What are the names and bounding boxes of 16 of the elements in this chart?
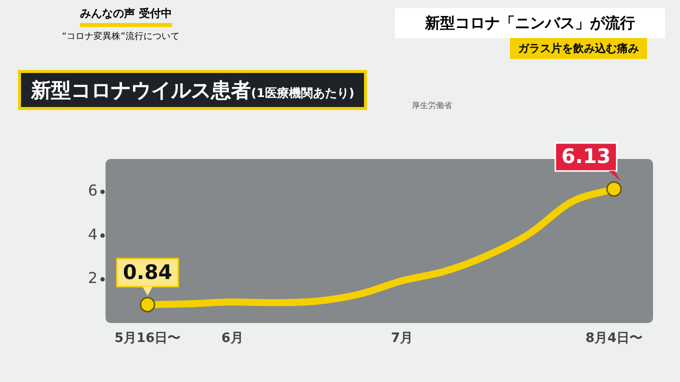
x-tick-label: 5月16日〜: [114, 331, 181, 346]
data-label: 0.84: [122, 260, 172, 284]
text: “コロナ変異株”流行について: [62, 30, 180, 43]
x-tick-label: 8月4日〜: [585, 331, 643, 346]
y-tick-label: 4: [88, 225, 98, 244]
x-tick-label: 7月: [390, 331, 413, 346]
y-tick-label: 2: [88, 269, 98, 288]
text: 新型コロナ「ニンバス」が流行: [395, 8, 665, 38]
chart-subtitle: (1医療機関あたり): [251, 86, 354, 100]
text: みんなの声 受付中: [80, 6, 172, 27]
text: 厚生労働省: [412, 100, 452, 111]
x-tick-label: 6月: [221, 331, 244, 346]
data-label: 6.13: [561, 144, 611, 168]
text: ガラス片を飲み込む痛み: [510, 38, 647, 59]
chart-title: 新型コロナウイルス患者: [31, 78, 251, 102]
y-tick-label: 6: [88, 182, 98, 200]
